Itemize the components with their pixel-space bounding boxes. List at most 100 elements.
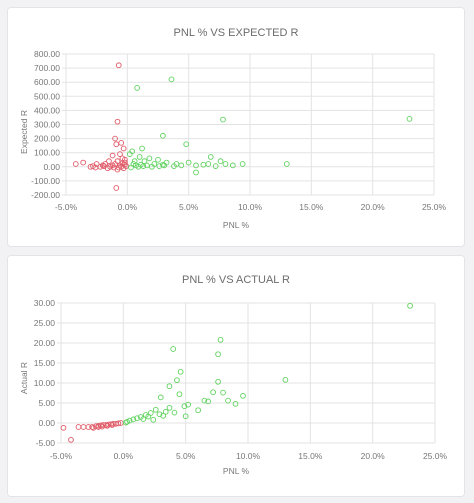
actual-r-chart-card: PNL % VS ACTUAL R PNL % Actual R -5.0% 0.… [8, 256, 464, 496]
data-point [195, 407, 201, 414]
y-tick-label: 800.00 [34, 49, 60, 59]
data-point [141, 158, 148, 165]
data-point [176, 391, 183, 398]
data-point [168, 76, 175, 83]
grid-lines [57, 302, 436, 444]
data-point [182, 413, 189, 420]
data-point [118, 139, 125, 146]
x-tick-label: 10.0% [238, 202, 263, 212]
data-point [212, 163, 219, 169]
data-point [126, 151, 133, 157]
x-tick-label: 15.0% [299, 202, 324, 212]
data-point [162, 408, 169, 415]
x-tick-label: 20.0% [361, 451, 386, 461]
data-point [406, 116, 413, 122]
data-point [240, 392, 246, 399]
data-point [150, 416, 157, 423]
x-tick-label: 0.0% [118, 202, 138, 212]
data-point [68, 436, 74, 443]
y-tick-label: 500.00 [34, 91, 60, 101]
data-point [183, 141, 190, 148]
expected-r-scatter-chart: PNL % VS EXPECTED R PNL % Expected R -5.… [19, 27, 447, 230]
data-point [171, 163, 177, 169]
data-point [193, 169, 199, 176]
data-point [95, 424, 102, 430]
data-point [112, 135, 118, 142]
y-tick-label: 25.00 [34, 318, 56, 328]
data-point [113, 185, 120, 191]
data-point [215, 378, 221, 385]
data-point [201, 397, 208, 404]
x-axis-title: PNL % [223, 220, 250, 230]
data-point [92, 164, 99, 171]
data-point [210, 389, 216, 396]
data-point [185, 159, 192, 166]
data-point [205, 161, 212, 167]
data-point [282, 376, 289, 383]
x-tick-label: 10.0% [236, 451, 261, 461]
chart-title: PNL % VS ACTUAL R [182, 274, 290, 286]
x-tick-label: -5.0% [55, 202, 78, 212]
y-tick-label: 400.00 [34, 105, 60, 115]
data-point [166, 383, 173, 390]
data-point [155, 156, 161, 163]
data-point [115, 62, 122, 69]
data-point [89, 424, 96, 430]
data-point [177, 368, 184, 375]
data-point [151, 161, 158, 167]
data-point [185, 401, 192, 408]
y-tick-label: 0.00 [43, 162, 60, 172]
data-point [112, 161, 118, 167]
data-point [60, 424, 67, 431]
data-point [131, 158, 138, 165]
data-point [171, 409, 178, 416]
y-axis-title: Actual R [19, 362, 29, 394]
data-point [80, 424, 87, 430]
data-point [407, 302, 413, 309]
data-point [217, 336, 224, 343]
data-point [178, 162, 185, 169]
data-point [72, 161, 79, 167]
data-point [75, 424, 82, 430]
data-point [174, 377, 180, 384]
x-tick-label: 25.0% [423, 451, 448, 461]
data-point [136, 154, 143, 160]
negative-series [72, 62, 129, 191]
data-point [222, 161, 229, 167]
data-point [220, 116, 226, 123]
data-point [152, 406, 159, 413]
data-point [106, 158, 112, 165]
y-tick-label: 15.00 [34, 358, 56, 368]
data-point [120, 145, 127, 152]
data-point [160, 412, 167, 419]
y-tick-label: 300.00 [34, 120, 60, 130]
data-point [283, 161, 290, 167]
data-point [166, 404, 173, 411]
data-point [170, 346, 177, 352]
y-tick-label: 100.00 [34, 148, 60, 158]
data-point [124, 418, 130, 425]
positive-series [126, 76, 413, 176]
data-point [157, 394, 164, 401]
data-point [109, 152, 116, 159]
data-point [229, 162, 236, 169]
y-tick-label: -100.00 [31, 176, 60, 186]
y-tick-label: 20.00 [34, 338, 56, 348]
data-point [80, 159, 87, 166]
data-point [225, 397, 231, 404]
data-point [134, 84, 140, 91]
y-tick-label: -200.00 [31, 190, 60, 200]
data-point [145, 413, 152, 420]
x-tick-label: 25.0% [422, 202, 447, 212]
data-point [140, 416, 147, 422]
data-point [113, 141, 120, 148]
data-point [161, 162, 167, 169]
chart-title: PNL % VS EXPECTED R [174, 27, 299, 39]
y-tick-label: 30.00 [34, 298, 56, 308]
actual-r-scatter-chart: PNL % VS ACTUAL R PNL % Actual R -5.0% 0.… [19, 274, 448, 476]
data-point [128, 164, 134, 171]
negative-series [60, 420, 124, 443]
y-tick-label: 600.00 [34, 77, 60, 87]
x-tick-label: 5.0% [176, 451, 196, 461]
x-tick-label: 20.0% [361, 202, 386, 212]
